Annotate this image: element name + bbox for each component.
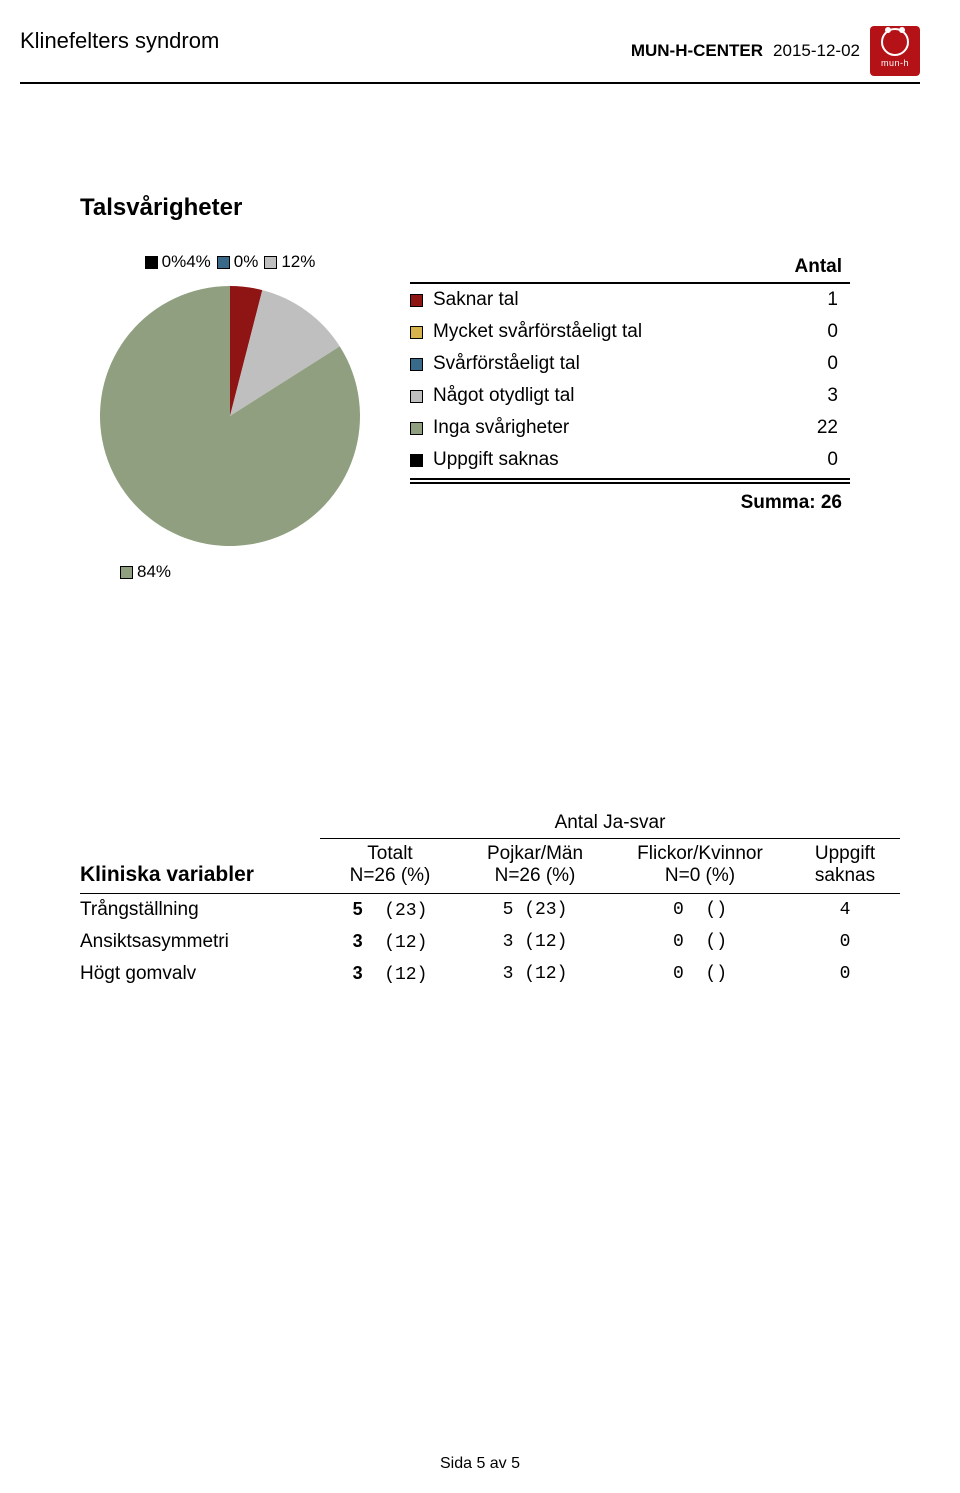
content: Talsvårigheter 0%4% 0% 12% 84% Antal Sakna…: [20, 84, 920, 990]
row-value: 1: [827, 289, 838, 311]
row-value: 0: [827, 353, 838, 375]
vars-cell-fk: 0 (): [610, 932, 790, 952]
vars-row: Trångställning5 (23)5 (23)0 ()4: [80, 894, 900, 926]
vars-col-totalt: Totalt N=26 (%): [320, 839, 460, 893]
vars-cell-totalt: 3 (12): [320, 963, 460, 985]
col-line2: N=26 (%): [462, 865, 608, 887]
vars-head-row: Kliniska variabler Totalt N=26 (%) Pojka…: [80, 839, 900, 894]
pie-top-legend: 0%4% 0% 12%: [80, 252, 380, 272]
vars-cell-totalt: 3 (12): [320, 931, 460, 953]
row-label: Inga svårigheter: [433, 417, 569, 439]
section-title: Talsvårigheter: [80, 194, 920, 222]
vars-row-label: Ansiktsasymmetri: [80, 931, 320, 953]
header-title: Klinefelters syndrom: [20, 20, 219, 54]
row-swatch: [410, 294, 423, 307]
vars-left-spacer: [80, 812, 320, 839]
col-line2: N=26 (%): [322, 865, 458, 887]
count-table-row: Uppgift saknas 0: [410, 444, 850, 476]
row-label: Något otydligt tal: [433, 385, 575, 407]
logo-icon: mun-h: [870, 26, 920, 76]
col-line2: saknas: [792, 865, 898, 887]
legend-swatch: [264, 256, 277, 269]
row-swatch: [410, 358, 423, 371]
vars-cell-pm: 3 (12): [460, 964, 610, 984]
row-value: 22: [817, 417, 838, 439]
vars-cell-fk: 0 (): [610, 900, 790, 920]
row-label: Mycket svårförståeligt tal: [433, 321, 642, 343]
count-table-body: Saknar tal1Mycket svårförståeligt tal0Sv…: [410, 284, 850, 476]
page: Klinefelters syndrom MUN-H-CENTER 2015-1…: [0, 0, 960, 1493]
vars-row-label: Trångställning: [80, 899, 320, 921]
count-table-header: Antal: [410, 252, 850, 284]
count-table-row: Mycket svårförståeligt tal 0: [410, 316, 850, 348]
legend-item: 0%: [217, 252, 259, 272]
legend-swatch: [217, 256, 230, 269]
vars-col-fk: Flickor/Kvinnor N=0 (%): [610, 839, 790, 893]
vars-row: Högt gomvalv3 (12)3 (12)0 ()0: [80, 958, 900, 990]
logo-circle: [881, 28, 909, 56]
row-swatch: [410, 326, 423, 339]
vars-row-label: Högt gomvalv: [80, 963, 320, 985]
vars-cell-us: 0: [790, 964, 900, 984]
page-footer: Sida 5 av 5: [0, 1455, 960, 1473]
col-line1: Uppgift: [792, 843, 898, 865]
vars-cell-pm: 3 (12): [460, 932, 610, 952]
logo-dot: [899, 27, 905, 33]
count-table-row: Saknar tal 1: [410, 284, 850, 316]
row-value: 0: [827, 321, 838, 343]
row-swatch: [410, 390, 423, 403]
vars-body: Trångställning5 (23)5 (23)0 ()4Ansiktsas…: [80, 894, 900, 990]
vars-cell-pm: 5 (23): [460, 900, 610, 920]
row-label: Svårförståeligt tal: [433, 353, 580, 375]
legend-swatch: [120, 566, 133, 579]
vars-left-header: Kliniska variabler: [80, 863, 320, 893]
vars-cell-totalt: 5 (23): [320, 899, 460, 921]
count-table-sep: [410, 478, 850, 480]
chart-row: 0%4% 0% 12% 84% Antal Saknar tal 1 Mycket sv…: [80, 252, 920, 582]
legend-item: 0%4%: [145, 252, 211, 272]
vars-row: Ansiktsasymmetri3 (12)3 (12)0 ()0: [80, 926, 900, 958]
pie-svg: [80, 276, 380, 556]
row-value: 0: [827, 449, 838, 471]
header-brand: MUN-H-CENTER: [631, 41, 763, 61]
count-table-row: Något otydligt tal 3: [410, 380, 850, 412]
pie-chart: 0%4% 0% 12% 84%: [80, 252, 380, 582]
page-header: Klinefelters syndrom MUN-H-CENTER 2015-1…: [20, 20, 920, 84]
header-date: 2015-12-02: [773, 41, 860, 61]
count-table-sum: Summa: 26: [410, 486, 850, 514]
row-swatch: [410, 454, 423, 467]
count-table: Antal Saknar tal 1 Mycket svårförståeligt …: [410, 252, 850, 514]
count-table-sep: [410, 482, 850, 484]
logo-dot: [885, 27, 891, 33]
col-line1: Pojkar/Män: [462, 843, 608, 865]
legend-swatch: [145, 256, 158, 269]
count-table-row: Svårförståeligt tal 0: [410, 348, 850, 380]
vars-col-us: Uppgift saknas: [790, 839, 900, 893]
row-swatch: [410, 422, 423, 435]
legend-text: 0%: [234, 252, 259, 272]
col-line2: N=0 (%): [612, 865, 788, 887]
col-line1: Flickor/Kvinnor: [612, 843, 788, 865]
header-right: MUN-H-CENTER 2015-12-02 mun-h: [631, 20, 920, 76]
legend-text: 84%: [137, 562, 171, 582]
vars-cell-us: 0: [790, 932, 900, 952]
vars-super-header: Antal Ja-svar: [320, 812, 900, 839]
vars-cell-us: 4: [790, 900, 900, 920]
row-label: Uppgift saknas: [433, 449, 559, 471]
vars-super-row: Antal Ja-svar: [80, 812, 900, 839]
legend-item: 12%: [264, 252, 315, 272]
legend-text: 0%4%: [162, 252, 211, 272]
vars-cell-fk: 0 (): [610, 964, 790, 984]
logo-text: mun-h: [881, 58, 909, 68]
row-value: 3: [827, 385, 838, 407]
count-table-row: Inga svårigheter 22: [410, 412, 850, 444]
col-line1: Totalt: [322, 843, 458, 865]
legend-item: 84%: [120, 562, 171, 582]
variables-table: Antal Ja-svar Kliniska variabler Totalt …: [80, 812, 900, 990]
row-label: Saknar tal: [433, 289, 519, 311]
vars-col-pm: Pojkar/Män N=26 (%): [460, 839, 610, 893]
pie-bottom-legend: 84%: [80, 562, 380, 582]
legend-text: 12%: [281, 252, 315, 272]
